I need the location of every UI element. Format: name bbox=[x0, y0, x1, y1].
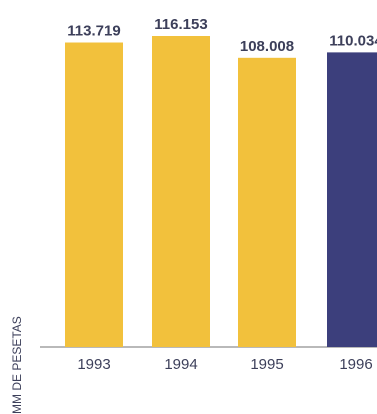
x-tick-labels: 1993 1994 1995 1996 bbox=[77, 356, 372, 373]
bars bbox=[65, 36, 377, 348]
value-label-1996: 110.034 bbox=[329, 32, 377, 49]
y-axis-label: MM DE PESETAS bbox=[10, 316, 24, 414]
value-labels: 113.719 116.153 108.008 110.034 bbox=[67, 16, 377, 55]
x-tick-label-1993: 1993 bbox=[77, 356, 110, 373]
bar-1994 bbox=[152, 36, 210, 347]
bar-1993 bbox=[65, 42, 123, 348]
value-label-1994: 116.153 bbox=[154, 16, 207, 33]
x-tick-label-1995: 1995 bbox=[250, 356, 283, 373]
bar-1995 bbox=[238, 57, 296, 348]
value-label-1993: 113.719 bbox=[67, 23, 120, 40]
bar-1996 bbox=[327, 52, 377, 348]
x-tick-label-1994: 1994 bbox=[164, 356, 197, 373]
x-tick-label-1996: 1996 bbox=[339, 356, 372, 373]
value-label-1995: 108.008 bbox=[240, 38, 294, 55]
